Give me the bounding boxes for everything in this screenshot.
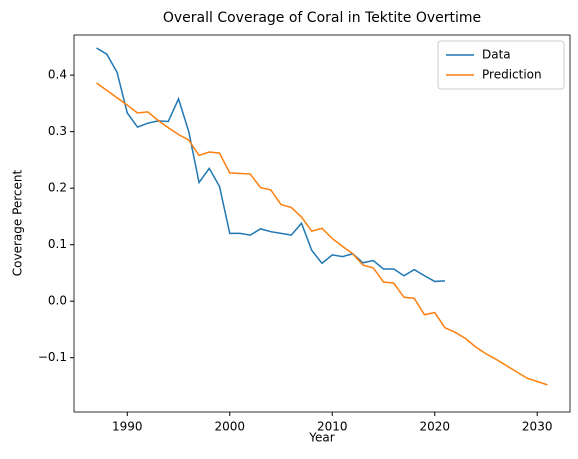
- x-tick-label: 1990: [112, 420, 143, 434]
- y-tick-label: 0.3: [48, 124, 67, 138]
- legend-label: Prediction: [482, 68, 542, 82]
- legend-box: [437, 40, 565, 90]
- data-line: [96, 47, 446, 283]
- x-tick-label: 2000: [214, 420, 245, 434]
- y-axis-label: Coverage Percent: [11, 169, 25, 276]
- y-tick-label: 0.0: [48, 294, 67, 308]
- x-tick-label: 2020: [419, 420, 450, 434]
- legend-label: Data: [482, 48, 511, 62]
- y-tick-label: 0.1: [48, 237, 67, 251]
- y-tick-label: 0.2: [48, 181, 67, 195]
- y-tick-label: −0.1: [38, 350, 67, 364]
- y-tick-label: 0.4: [48, 68, 67, 82]
- data-line: [96, 82, 548, 386]
- plot-frame: [73, 34, 571, 413]
- x-axis-label: Year: [308, 431, 334, 445]
- x-tick-label: 2030: [522, 420, 553, 434]
- chart-title: Overall Coverage of Coral in Tektite Ove…: [163, 10, 481, 26]
- x-tick-label: 2010: [317, 420, 348, 434]
